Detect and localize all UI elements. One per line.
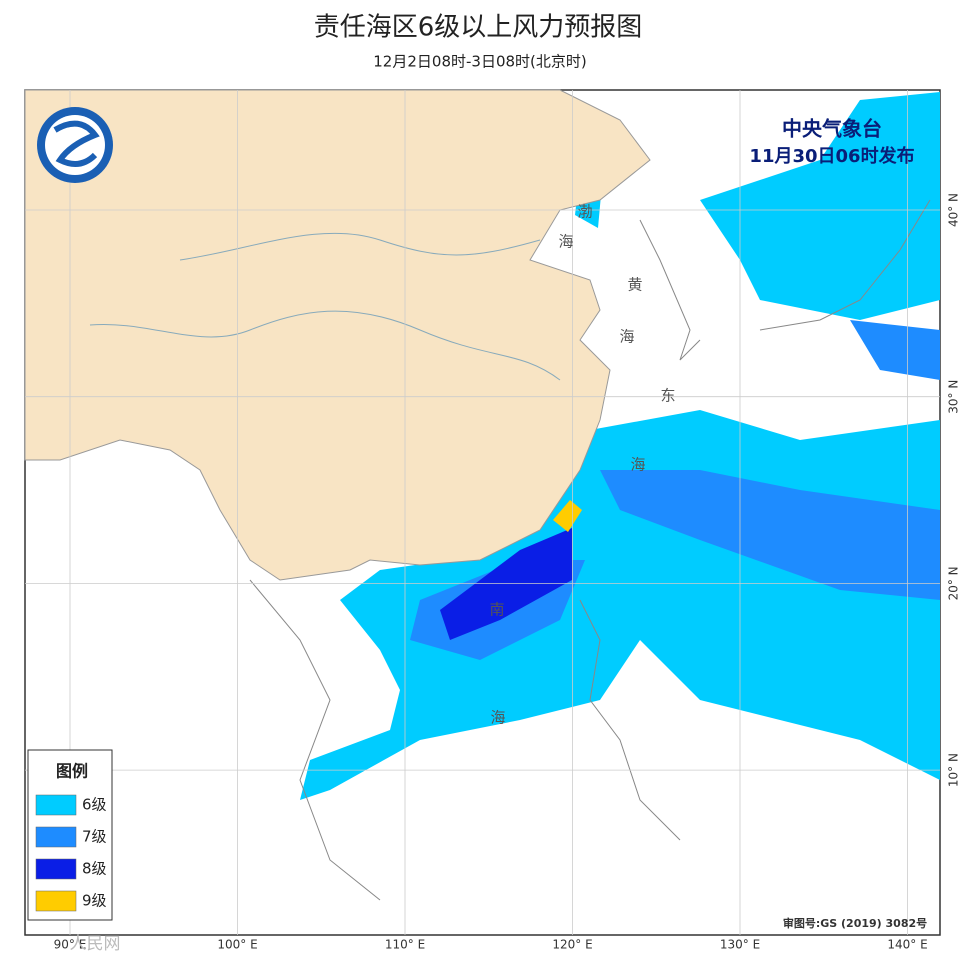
latitude-label: 20° N xyxy=(947,566,961,600)
legend-label: 6级 xyxy=(82,796,107,814)
sea-label: 南 xyxy=(489,601,504,619)
longitude-label: 100° E xyxy=(217,938,257,952)
rivers xyxy=(89,232,561,381)
philippines-coast xyxy=(579,599,681,841)
legend-swatch xyxy=(35,890,77,912)
legend-label: 8级 xyxy=(82,860,107,878)
logo-mark xyxy=(53,120,100,167)
wind-area xyxy=(440,528,572,640)
longitude-label: 130° E xyxy=(720,938,760,952)
wind-area xyxy=(600,470,940,600)
korea-coast xyxy=(639,219,701,361)
legend-label: 9级 xyxy=(82,892,107,910)
sea-label: 渤 xyxy=(577,203,592,221)
legend-title: 图例 xyxy=(56,762,88,781)
legend-swatch xyxy=(35,858,77,880)
wind-area xyxy=(553,500,582,532)
sea-label: 海 xyxy=(558,233,573,251)
legend-label: 7级 xyxy=(82,828,107,846)
latitude-label: 10° N xyxy=(947,753,961,787)
legend-swatch xyxy=(35,794,77,816)
sea-label: 东 xyxy=(660,387,675,405)
longitude-label: 140° E xyxy=(887,938,927,952)
latitude-label: 30° N xyxy=(947,380,961,414)
china-land xyxy=(24,89,651,581)
issuer-name: 中央气象台 xyxy=(782,117,882,141)
approval: 审图号:GS (2019) 3082号 xyxy=(783,916,927,930)
sea-label: 黄 xyxy=(627,276,642,294)
watermark: 人民网 xyxy=(70,934,121,954)
legend-swatch xyxy=(35,826,77,848)
longitude-label: 90° E xyxy=(54,938,87,952)
sea-label: 海 xyxy=(630,456,645,474)
longitude-label: 110° E xyxy=(385,938,425,952)
legend: 图例 6级 7级 8级 9级 xyxy=(27,749,113,921)
coastlines xyxy=(249,199,931,901)
title: 责任海区6级以上风力预报图 xyxy=(314,13,643,43)
logo xyxy=(37,107,113,183)
river xyxy=(179,232,541,261)
sea-label: 海 xyxy=(619,328,634,346)
indochina-coast xyxy=(249,579,381,901)
wind-area xyxy=(850,320,940,380)
subtitle: 12月2日08时-3日08时(北京时) xyxy=(373,53,586,71)
wind-area xyxy=(700,92,940,320)
issuer-time: 11月30日06时发布 xyxy=(749,145,914,167)
longitude-label: 120° E xyxy=(552,938,592,952)
sea-label: 海 xyxy=(490,709,505,727)
latitude-label: 40° N xyxy=(947,193,961,227)
river xyxy=(89,310,561,381)
japan-coast xyxy=(759,199,931,331)
